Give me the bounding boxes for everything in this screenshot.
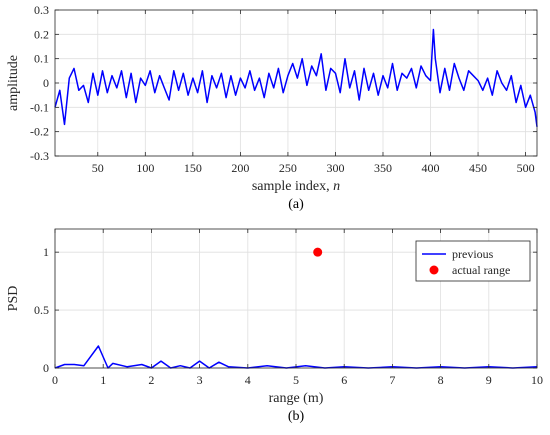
x-tick-label: 4 [245, 373, 251, 387]
x-tick-label: 9 [486, 373, 492, 387]
x-tick-label: 150 [184, 161, 202, 175]
x-tick-label: 6 [341, 373, 347, 387]
y-tick-label: 0 [43, 361, 49, 375]
panel-b-x-axis-label: range (m) [269, 391, 324, 406]
x-tick-label: 100 [136, 161, 154, 175]
panel-a-x-axis-label: sample index, n [252, 179, 340, 194]
y-tick-label: -0.2 [30, 125, 49, 139]
panel-a-caption: (a) [288, 197, 304, 212]
actual-range-point [313, 247, 323, 257]
x-tick-label: 400 [422, 161, 440, 175]
x-tick-label: 3 [197, 373, 203, 387]
x-tick-label: 50 [92, 161, 104, 175]
x-tick-label: 350 [374, 161, 392, 175]
y-tick-label: -0.1 [30, 100, 49, 114]
x-tick-label: 300 [326, 161, 344, 175]
panel-b-y-axis-label: PSD [6, 286, 21, 312]
panel-a-amplitude-plot: 50 100 150 200 250 300 350 400 450 500 -0.3 -0.2 -0.… [6, 3, 538, 212]
x-tick-label: 10 [531, 373, 543, 387]
x-tick-label: 200 [231, 161, 249, 175]
panel-b-ticks: 0 1 2 3 4 5 6 7 8 9 10 0 0.5 1 [34, 229, 543, 387]
x-tick-label: 7 [389, 373, 395, 387]
panel-b-legend: previous actual range [415, 240, 531, 282]
panel-a-grid [55, 9, 537, 157]
y-tick-label: -0.3 [30, 149, 49, 163]
y-tick-label: 0.2 [34, 27, 49, 41]
signal-line [54, 28, 538, 127]
y-tick-label: 0.3 [34, 3, 49, 17]
panel-a-y-axis-label: amplitude [6, 55, 21, 111]
y-tick-label: 0.1 [34, 52, 49, 66]
panel-b-caption: (b) [288, 409, 305, 424]
x-tick-label: 250 [279, 161, 297, 175]
y-tick-label: 1 [43, 245, 49, 259]
x-tick-label: 2 [148, 373, 154, 387]
panel-a-ticks: 50 100 150 200 250 300 350 400 450 500 -0.3 -0.2 -0.… [30, 3, 537, 175]
x-tick-label: 450 [469, 161, 487, 175]
legend-actual-range-label: actual range [452, 263, 510, 277]
x-tick-label: 1 [100, 373, 106, 387]
x-tick-label: 500 [517, 161, 535, 175]
y-tick-label: 0 [43, 76, 49, 90]
x-tick-label: 8 [438, 373, 444, 387]
x-tick-label: 5 [293, 373, 299, 387]
panel-a-series [54, 28, 538, 127]
y-tick-label: 0.5 [34, 303, 49, 317]
legend-previous-label: previous [452, 247, 494, 261]
x-tick-label: 0 [52, 373, 58, 387]
legend-actual-range-swatch [429, 265, 439, 275]
